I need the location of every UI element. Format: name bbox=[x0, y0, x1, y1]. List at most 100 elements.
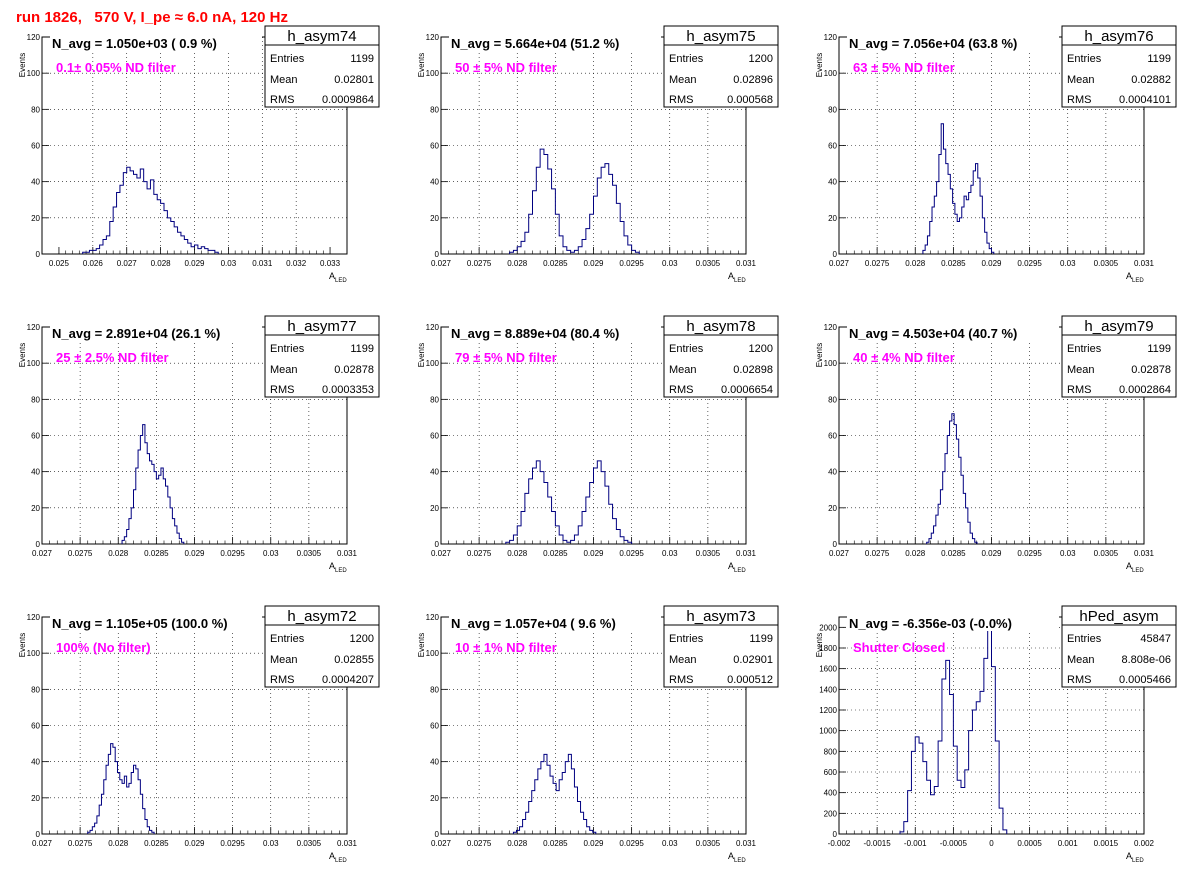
x-axis-title: ALED bbox=[728, 851, 746, 864]
y-tick-label: 60 bbox=[430, 142, 439, 151]
navg-background bbox=[449, 614, 661, 631]
x-tick-label: 0.03 bbox=[263, 839, 279, 848]
y-tick-label: 2000 bbox=[819, 623, 837, 632]
y-tick-label: 80 bbox=[31, 395, 40, 404]
x-tick-label: 0.0285 bbox=[543, 839, 568, 848]
x-tick-label: -0.002 bbox=[828, 839, 851, 848]
y-tick-label: 20 bbox=[430, 504, 439, 513]
navg-label: N_avg = 1.050e+03 ( 0.9 %) bbox=[52, 36, 217, 51]
x-axis-title: ALED bbox=[329, 851, 347, 864]
navg-background bbox=[50, 324, 262, 341]
stats-label-entries: Entries bbox=[1067, 53, 1102, 65]
navg-label: N_avg = 5.664e+04 (51.2 %) bbox=[451, 36, 619, 51]
stats-box bbox=[264, 605, 380, 688]
stats-value-rms: 0.0003353 bbox=[322, 384, 374, 396]
histogram-name: h_asym79 bbox=[1084, 318, 1153, 335]
stats-value-mean: 0.02855 bbox=[334, 654, 374, 666]
x-tick-label: 0.0295 bbox=[220, 839, 245, 848]
stats-value-mean: 0.02878 bbox=[1131, 364, 1171, 376]
histogram-panel-h_asym74: 0.025 0.026 0.027 0.028 0.029 0.03 0.031 0.032 0… bbox=[18, 25, 380, 284]
x-tick-label: 0.03 bbox=[263, 549, 279, 558]
y-tick-label: 100 bbox=[426, 649, 440, 658]
y-tick-label: 1000 bbox=[819, 727, 837, 736]
navg-background bbox=[50, 614, 262, 631]
x-tick-label: 0.0285 bbox=[941, 549, 966, 558]
y-tick-label: 0 bbox=[435, 830, 440, 839]
stats-label-mean: Mean bbox=[1067, 364, 1095, 376]
stats-label-rms: RMS bbox=[270, 94, 294, 106]
y-axis-title: Events bbox=[417, 633, 426, 657]
x-tick-label: 0.025 bbox=[49, 259, 70, 268]
y-tick-label: 0 bbox=[435, 250, 440, 259]
x-axis-title: ALED bbox=[329, 271, 347, 284]
y-tick-label: 60 bbox=[828, 432, 837, 441]
x-tick-label: 0.028 bbox=[507, 839, 528, 848]
histogram-series-h_asym74 bbox=[82, 166, 219, 254]
stats-value-rms: 0.0004101 bbox=[1119, 94, 1171, 106]
x-tick-label: 0.033 bbox=[320, 259, 341, 268]
histogram-series-h_asym76 bbox=[922, 123, 995, 254]
y-tick-label: 60 bbox=[31, 722, 40, 731]
y-tick-label: 80 bbox=[430, 395, 439, 404]
x-tick-label: 0.0305 bbox=[696, 839, 721, 848]
navg-label: N_avg = -6.356e-03 (-0.0%) bbox=[849, 616, 1012, 631]
stats-value-mean: 0.02896 bbox=[733, 74, 773, 86]
x-tick-label: 0.028 bbox=[108, 549, 129, 558]
stats-label-mean: Mean bbox=[1067, 74, 1095, 86]
stats-box bbox=[663, 25, 779, 108]
y-tick-label: 100 bbox=[824, 69, 838, 78]
stats-value-entries: 1200 bbox=[350, 633, 374, 645]
y-tick-label: 80 bbox=[31, 105, 40, 114]
histogram-panel-h_asym79: 0.027 0.0275 0.028 0.0285 0.029 0.0295 0.03 0.0… bbox=[815, 315, 1177, 574]
x-tick-label: 0.0005 bbox=[1017, 839, 1042, 848]
y-tick-label: 0 bbox=[36, 830, 41, 839]
histogram-panel-hPed_asym: -0.002 -0.0015 -0.001 -0.0005 0 0.0005 0.001 0.… bbox=[815, 605, 1177, 864]
y-tick-label: 100 bbox=[426, 359, 440, 368]
x-tick-label: 0.0275 bbox=[467, 549, 492, 558]
stats-box bbox=[264, 315, 380, 398]
y-tick-label: 0 bbox=[833, 830, 838, 839]
histogram-panel-h_asym78: 0.027 0.0275 0.028 0.0285 0.029 0.0295 0.03 0.0… bbox=[417, 315, 779, 574]
y-axis-title: Events bbox=[815, 343, 824, 367]
x-tick-label: -0.0015 bbox=[864, 839, 892, 848]
stats-box bbox=[1061, 315, 1177, 398]
y-axis-title: Events bbox=[815, 633, 824, 657]
y-tick-label: 1800 bbox=[819, 644, 837, 653]
x-tick-label: -0.001 bbox=[904, 839, 927, 848]
histogram-series-h_asym77 bbox=[121, 424, 185, 545]
histogram-name: hPed_asym bbox=[1079, 608, 1158, 625]
stats-value-rms: 0.0004207 bbox=[322, 674, 374, 686]
histogram-name: h_asym76 bbox=[1084, 28, 1153, 45]
x-tick-label: 0.0305 bbox=[696, 549, 721, 558]
navg-label: N_avg = 1.057e+04 ( 9.6 %) bbox=[451, 616, 616, 631]
stats-label-rms: RMS bbox=[1067, 384, 1091, 396]
stats-label-rms: RMS bbox=[270, 674, 294, 686]
y-tick-label: 120 bbox=[27, 323, 41, 332]
filter-label: 100% (No filter) bbox=[56, 640, 151, 655]
stats-value-mean: 8.808e-06 bbox=[1121, 654, 1171, 666]
x-tick-label: 0.0275 bbox=[467, 259, 492, 268]
filter-label: 79 ± 5% ND filter bbox=[455, 350, 557, 365]
y-tick-label: 0 bbox=[36, 540, 41, 549]
y-axis-title: Events bbox=[417, 343, 426, 367]
navg-background bbox=[847, 324, 1059, 341]
x-tick-label: 0.0275 bbox=[68, 549, 93, 558]
x-tick-label: 0.027 bbox=[32, 839, 53, 848]
navg-label: N_avg = 7.056e+04 (63.8 %) bbox=[849, 36, 1017, 51]
x-tick-label: 0.0305 bbox=[1094, 259, 1119, 268]
y-tick-label: 80 bbox=[828, 105, 837, 114]
stats-value-entries: 1199 bbox=[350, 53, 374, 65]
x-tick-label: -0.0005 bbox=[940, 839, 968, 848]
y-tick-label: 60 bbox=[31, 432, 40, 441]
stats-value-rms: 0.0009864 bbox=[322, 94, 374, 106]
x-axis-title: ALED bbox=[329, 561, 347, 574]
x-tick-label: 0.031 bbox=[1134, 259, 1155, 268]
y-tick-label: 800 bbox=[824, 747, 838, 756]
y-tick-label: 80 bbox=[430, 105, 439, 114]
x-tick-label: 0.031 bbox=[252, 259, 273, 268]
x-tick-label: 0.031 bbox=[337, 839, 358, 848]
y-axis-title: Events bbox=[18, 633, 27, 657]
stats-label-mean: Mean bbox=[1067, 654, 1095, 666]
filter-label: 63 ± 5% ND filter bbox=[853, 60, 955, 75]
